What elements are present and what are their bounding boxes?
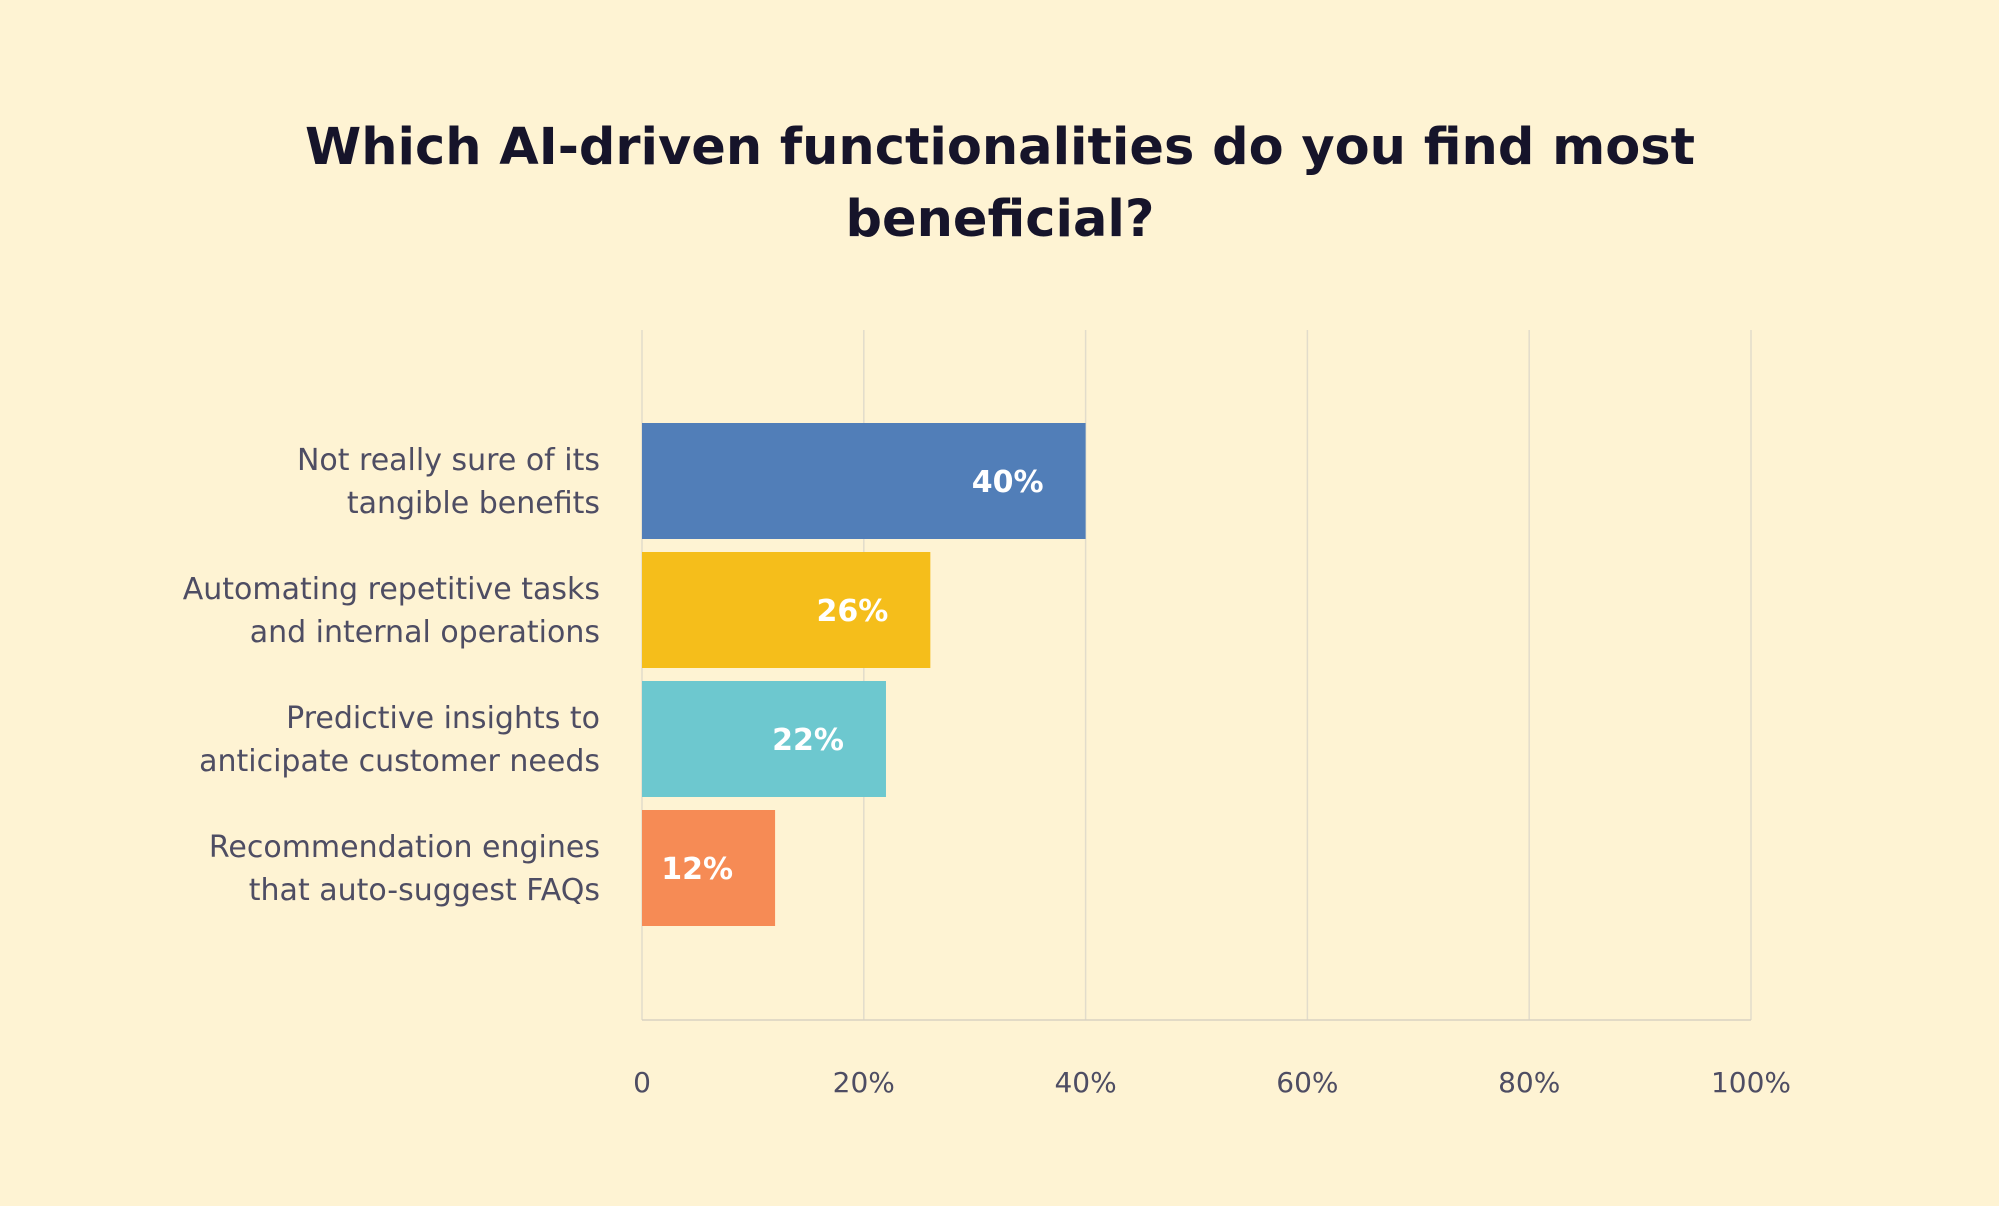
x-axis-tick-labels: 0 20% 40% 60% 80% 100% <box>633 1066 1791 1099</box>
category-label-line: Not really sure of its <box>297 443 600 478</box>
category-label-line: that auto-suggest FAQs <box>249 873 600 908</box>
data-label: 22% <box>772 723 844 758</box>
category-label-line: and internal operations <box>250 615 600 650</box>
bar <box>642 681 886 797</box>
data-label: 12% <box>661 852 733 887</box>
x-tick-label: 60% <box>1276 1066 1338 1099</box>
category-label: Recommendation engines that auto-suggest … <box>209 830 600 908</box>
x-tick-label: 20% <box>833 1066 895 1099</box>
category-label-line: anticipate customer needs <box>199 744 600 779</box>
x-tick-label: 100% <box>1711 1066 1791 1099</box>
category-label-line: Recommendation engines <box>209 830 600 865</box>
category-label: Predictive insights to anticipate custome… <box>199 701 600 779</box>
bar <box>642 810 776 926</box>
category-label-line: Predictive insights to <box>286 701 600 736</box>
x-tick-label: 40% <box>1054 1066 1116 1099</box>
data-label: 26% <box>817 594 889 629</box>
x-tick-label: 80% <box>1498 1066 1560 1099</box>
category-label: Not really sure of its tangible benefits <box>297 443 600 521</box>
category-label-line: tangible benefits <box>347 486 600 521</box>
category-label-line: Automating repetitive tasks <box>183 572 600 607</box>
chart-title: Which AI-driven functionalities do you f… <box>304 118 1696 249</box>
category-labels: Not really sure of its tangible benefits A… <box>183 443 600 908</box>
bars: 40% 26% 22% 12% <box>642 423 1086 926</box>
category-label: Automating repetitive tasks and internal … <box>183 572 600 650</box>
data-label: 40% <box>972 465 1044 500</box>
x-tick-label: 0 <box>633 1066 651 1099</box>
bar <box>642 552 931 668</box>
bar <box>642 423 1086 539</box>
